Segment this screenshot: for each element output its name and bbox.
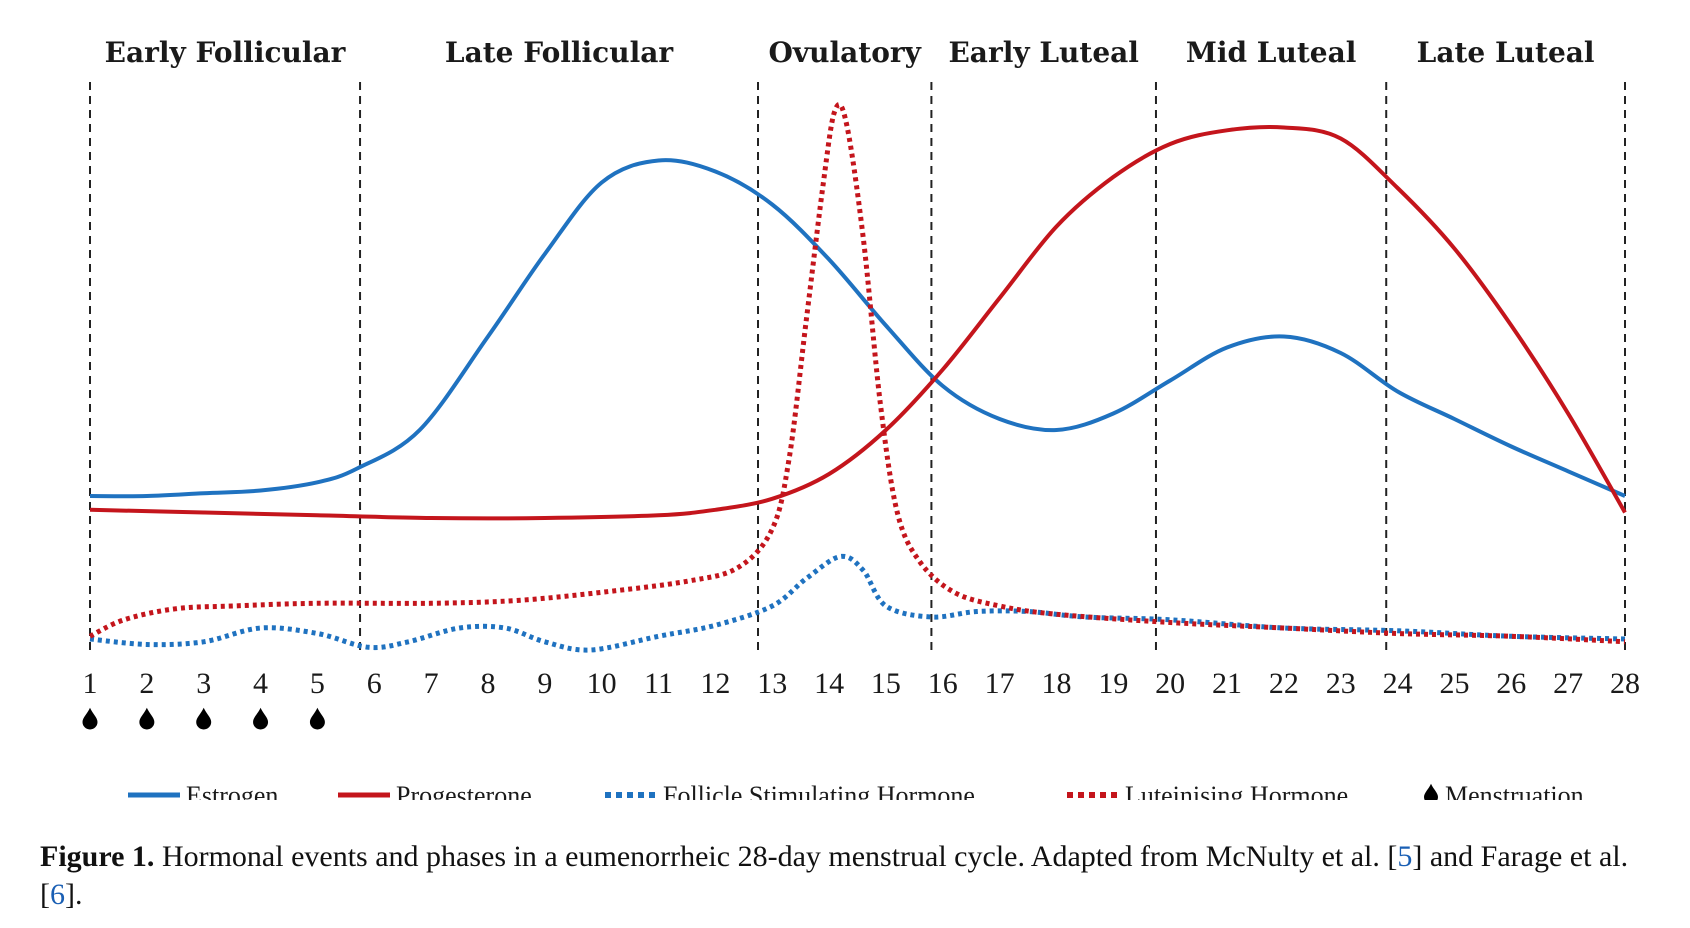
phase-label: Late Follicular bbox=[445, 36, 674, 69]
menstruation-drop-icon bbox=[196, 707, 212, 730]
day-tick-label: 3 bbox=[196, 667, 211, 700]
day-tick-labels: 1 2 3 4 5 6 7 8 9 10 11 12 13 14 15 16 17 18 19 20 21 22 23 24 2… bbox=[83, 667, 1641, 700]
day-tick-label: 2 bbox=[139, 667, 154, 700]
caption-reference-link[interactable]: 5 bbox=[1397, 840, 1413, 873]
day-tick-label: 13 bbox=[757, 667, 787, 700]
day-tick-label: 14 bbox=[814, 667, 844, 700]
day-tick-label: 6 bbox=[367, 667, 382, 700]
luteinising-hormone-line bbox=[88, 101, 1626, 645]
menstruation-drop-icon bbox=[309, 707, 325, 730]
phase-dividers bbox=[89, 82, 1626, 655]
day-tick-label: 26 bbox=[1496, 667, 1526, 700]
caption-reference-link[interactable]: 6 bbox=[50, 878, 65, 911]
day-tick-label: 12 bbox=[700, 667, 730, 700]
phase-label: Ovulatory bbox=[768, 36, 921, 69]
day-tick-label: 1 bbox=[83, 667, 98, 700]
menstruation-drop-icon bbox=[1424, 783, 1438, 800]
phase-label: Early Follicular bbox=[105, 36, 347, 69]
day-tick-label: 9 bbox=[537, 667, 552, 700]
day-tick-label: 4 bbox=[253, 667, 268, 700]
day-tick-label: 22 bbox=[1269, 667, 1299, 700]
day-tick-label: 8 bbox=[480, 667, 495, 700]
day-tick-label: 11 bbox=[644, 667, 673, 700]
day-tick-label: 10 bbox=[587, 667, 617, 700]
legend-label: Estrogen bbox=[186, 781, 278, 800]
day-tick-label: 25 bbox=[1439, 667, 1469, 700]
day-tick-label: 27 bbox=[1553, 667, 1583, 700]
day-tick-label: 19 bbox=[1098, 667, 1128, 700]
figure-caption: Figure 1. Hormonal events and phases in … bbox=[40, 838, 1670, 914]
menstruation-drop-icon bbox=[253, 707, 269, 730]
estrogen-line bbox=[89, 158, 1626, 499]
follicle-stimulating-hormone-line bbox=[89, 553, 1626, 653]
day-tick-label: 5 bbox=[310, 667, 325, 700]
phase-labels: Early Follicular Late Follicular Ovulatory… bbox=[105, 36, 1595, 69]
caption-text: ] and Farage et al. [ bbox=[40, 840, 1629, 911]
day-tick-label: 21 bbox=[1212, 667, 1242, 700]
legend-label: Menstruation bbox=[1445, 781, 1584, 800]
day-tick-label: 20 bbox=[1155, 667, 1185, 700]
legend-label: Luteinising Hormone bbox=[1125, 781, 1348, 800]
menstruation-drop-icon bbox=[82, 707, 98, 730]
day-tick-label: 7 bbox=[424, 667, 439, 700]
phase-label: Mid Luteal bbox=[1186, 36, 1357, 69]
day-tick-label: 24 bbox=[1383, 667, 1413, 700]
caption-text: Hormonal events and phases in a eumenorr… bbox=[154, 840, 1398, 873]
day-tick-label: 18 bbox=[1041, 667, 1071, 700]
menstruation-markers bbox=[82, 707, 325, 730]
day-tick-label: 16 bbox=[928, 667, 958, 700]
day-tick-label: 17 bbox=[985, 667, 1015, 700]
menstruation-drop-icon bbox=[139, 707, 155, 730]
day-tick-label: 15 bbox=[871, 667, 901, 700]
day-tick-label: 23 bbox=[1326, 667, 1356, 700]
legend-label: Progesterone bbox=[396, 781, 532, 800]
series-lines bbox=[88, 101, 1627, 653]
legend-label: Follicle Stimulating Hormone bbox=[663, 781, 975, 800]
caption-lead: Figure 1. bbox=[40, 840, 155, 873]
phase-label: Early Luteal bbox=[948, 36, 1138, 69]
legend: Estrogen Progesterone Follicle Stimulating… bbox=[128, 781, 1584, 800]
phase-label: Late Luteal bbox=[1417, 36, 1595, 69]
day-tick-label: 28 bbox=[1610, 667, 1640, 700]
progesterone-line bbox=[89, 124, 1627, 521]
caption-text: ]. bbox=[65, 878, 83, 911]
hormone-cycle-chart: Early Follicular Late Follicular Ovulatory… bbox=[82, 36, 1641, 800]
